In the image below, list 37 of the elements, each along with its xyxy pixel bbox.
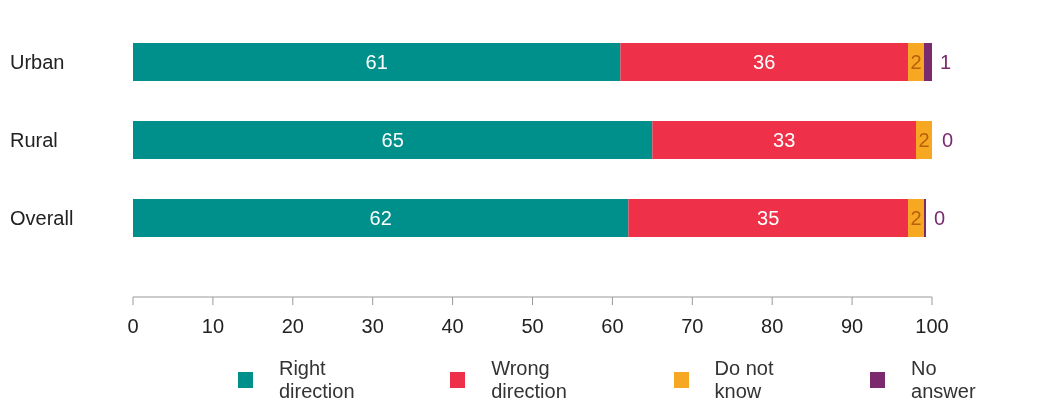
x-tick-label: 0 (127, 315, 139, 338)
bar (133, 121, 653, 159)
legend-label: Do not know (713, 357, 775, 403)
data-label: 33 (773, 129, 796, 152)
legend-label: Right direction (277, 357, 356, 403)
data-label: 65 (381, 129, 404, 152)
data-label: 62 (369, 207, 392, 230)
x-tick-label: 90 (840, 315, 864, 338)
y-tick-label: Overall (10, 207, 74, 230)
x-tick-label: 80 (761, 315, 784, 338)
x-tick-label: 50 (521, 315, 544, 338)
x-tick-label: 60 (601, 315, 624, 338)
bar (133, 43, 621, 81)
data-label: 61 (365, 51, 388, 74)
data-label: 2 (910, 51, 922, 74)
data-label: 0 (934, 207, 946, 230)
data-label: 35 (757, 207, 780, 230)
data-label: 36 (753, 51, 776, 74)
y-tick-label: Urban (10, 51, 65, 74)
data-label: 0 (942, 129, 954, 152)
legend-label: No answer (910, 357, 977, 403)
bar (620, 43, 909, 81)
x-tick-label: 100 (915, 315, 949, 338)
x-tick-label: 30 (361, 315, 384, 338)
bar (924, 43, 932, 81)
data-label: 2 (910, 207, 922, 230)
bar (133, 199, 629, 237)
legend-label: Wrong direction (490, 357, 568, 403)
x-tick-label: 20 (281, 315, 304, 338)
bar (628, 199, 909, 237)
x-tick-label: 70 (681, 315, 704, 338)
data-label: 1 (940, 51, 952, 74)
x-tick-label: 40 (441, 315, 464, 338)
data-label: 2 (918, 129, 930, 152)
bar (652, 121, 917, 159)
y-tick-label: Rural (10, 129, 58, 152)
x-tick-label: 10 (201, 315, 225, 338)
